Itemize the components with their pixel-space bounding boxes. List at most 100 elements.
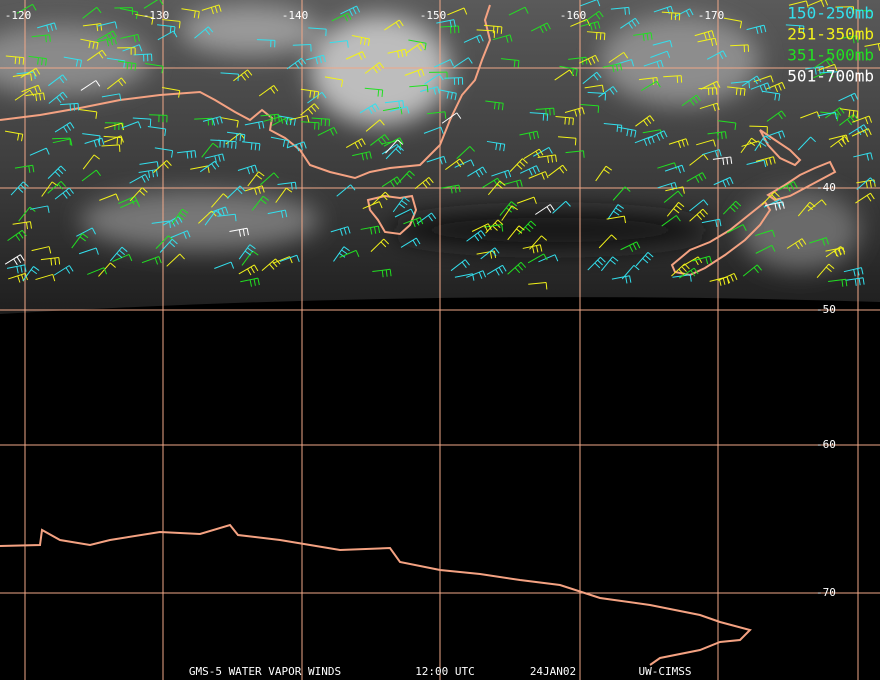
barb-flag	[845, 279, 848, 287]
barb-flag	[273, 85, 279, 92]
barb-shaft	[664, 164, 683, 172]
barb-flag	[500, 26, 503, 34]
barb-flag	[571, 68, 574, 76]
barb-shaft	[12, 73, 31, 77]
barb-shaft	[559, 65, 578, 70]
barb-flag	[651, 136, 655, 144]
wind-barb	[843, 267, 864, 277]
barb-flag	[54, 171, 61, 177]
barb-flag	[829, 57, 834, 64]
wind-barb	[97, 36, 117, 47]
wind-barb	[372, 268, 392, 278]
wind-barb	[414, 177, 434, 190]
barb-shaft	[82, 133, 101, 137]
barb-flag	[397, 139, 404, 145]
barb-flag	[117, 80, 124, 87]
barb-shaft	[16, 3, 33, 14]
barb-flag	[755, 27, 759, 35]
barb-shaft	[351, 35, 370, 40]
barb-shaft	[12, 221, 31, 225]
barb-flag	[164, 128, 167, 137]
wind-barb	[317, 126, 338, 136]
wind-barb	[519, 165, 540, 176]
barb-shaft	[663, 190, 679, 203]
barb-flag	[858, 278, 861, 286]
wind-barb	[129, 187, 148, 202]
barb-shaft	[754, 135, 766, 152]
barb-flag	[722, 50, 727, 58]
barb-flag	[572, 118, 574, 126]
barb-flag	[103, 267, 108, 275]
barb-flag	[375, 64, 381, 71]
barb-shaft	[598, 234, 612, 249]
barb-shaft	[29, 147, 47, 156]
wind-barb	[352, 151, 372, 161]
barb-flag	[171, 238, 178, 245]
barb-flag	[609, 259, 616, 265]
barb-flag	[458, 185, 461, 193]
wind-barb	[765, 81, 786, 93]
barb-flag	[620, 125, 623, 133]
barb-shaft	[53, 265, 70, 276]
barb-shaft	[797, 136, 811, 151]
wind-barb	[28, 55, 47, 66]
barb-flag	[431, 212, 437, 219]
wind-barb	[483, 24, 503, 34]
wind-barb	[420, 86, 440, 95]
barb-flag	[705, 257, 709, 265]
barb-flag	[313, 103, 320, 110]
barb-shaft	[466, 230, 482, 242]
wind-barb	[507, 225, 525, 241]
barb-flag	[30, 269, 38, 275]
barb-flag	[48, 246, 52, 254]
barb-flag	[278, 114, 280, 122]
barb-shaft	[722, 200, 737, 215]
barb-shaft	[522, 244, 541, 249]
barb-flag	[453, 19, 456, 27]
wind-barb	[10, 181, 29, 196]
barb-flag	[666, 51, 671, 58]
barb-shaft	[819, 71, 838, 74]
barb-flag	[236, 188, 243, 195]
barb-flag	[628, 22, 633, 29]
new-zealand-south	[670, 200, 772, 277]
barb-flag	[697, 256, 703, 264]
wind-barb	[120, 33, 140, 43]
wind-barb	[663, 190, 683, 203]
wind-barb	[423, 126, 444, 134]
barb-shaft	[247, 171, 260, 187]
wind-barb	[552, 200, 571, 214]
wind-barb	[723, 17, 743, 29]
barb-shaft	[60, 102, 79, 106]
barb-shaft	[607, 204, 619, 220]
barb-shaft	[214, 261, 232, 269]
barb-shaft	[14, 89, 31, 101]
barb-flag	[528, 168, 533, 176]
barb-flag	[729, 177, 734, 184]
barb-shaft	[155, 235, 169, 249]
barb-flag	[343, 246, 350, 252]
barb-shaft	[647, 130, 665, 140]
barb-flag	[222, 153, 225, 161]
barb-flag	[161, 66, 164, 74]
wind-barb	[522, 244, 543, 254]
barb-flag	[663, 130, 668, 138]
longitude-label: -150	[420, 9, 447, 22]
barb-flag	[690, 270, 696, 277]
barb-flag	[794, 242, 800, 250]
barb-flag	[424, 43, 427, 51]
wind-barb	[851, 128, 872, 137]
barb-flag	[612, 86, 618, 93]
wind-barb	[233, 69, 253, 82]
barb-flag	[628, 7, 630, 15]
barb-flag	[258, 171, 265, 177]
barb-flag	[29, 89, 35, 97]
wind-barb	[786, 238, 807, 250]
barb-flag	[169, 220, 171, 229]
barb-flag	[806, 204, 813, 211]
barb-shaft	[582, 71, 598, 85]
wind-barb	[331, 12, 352, 22]
footer-text: UW-CIMSS	[639, 665, 692, 678]
barb-shaft	[486, 140, 505, 145]
barb-flag	[524, 7, 529, 14]
